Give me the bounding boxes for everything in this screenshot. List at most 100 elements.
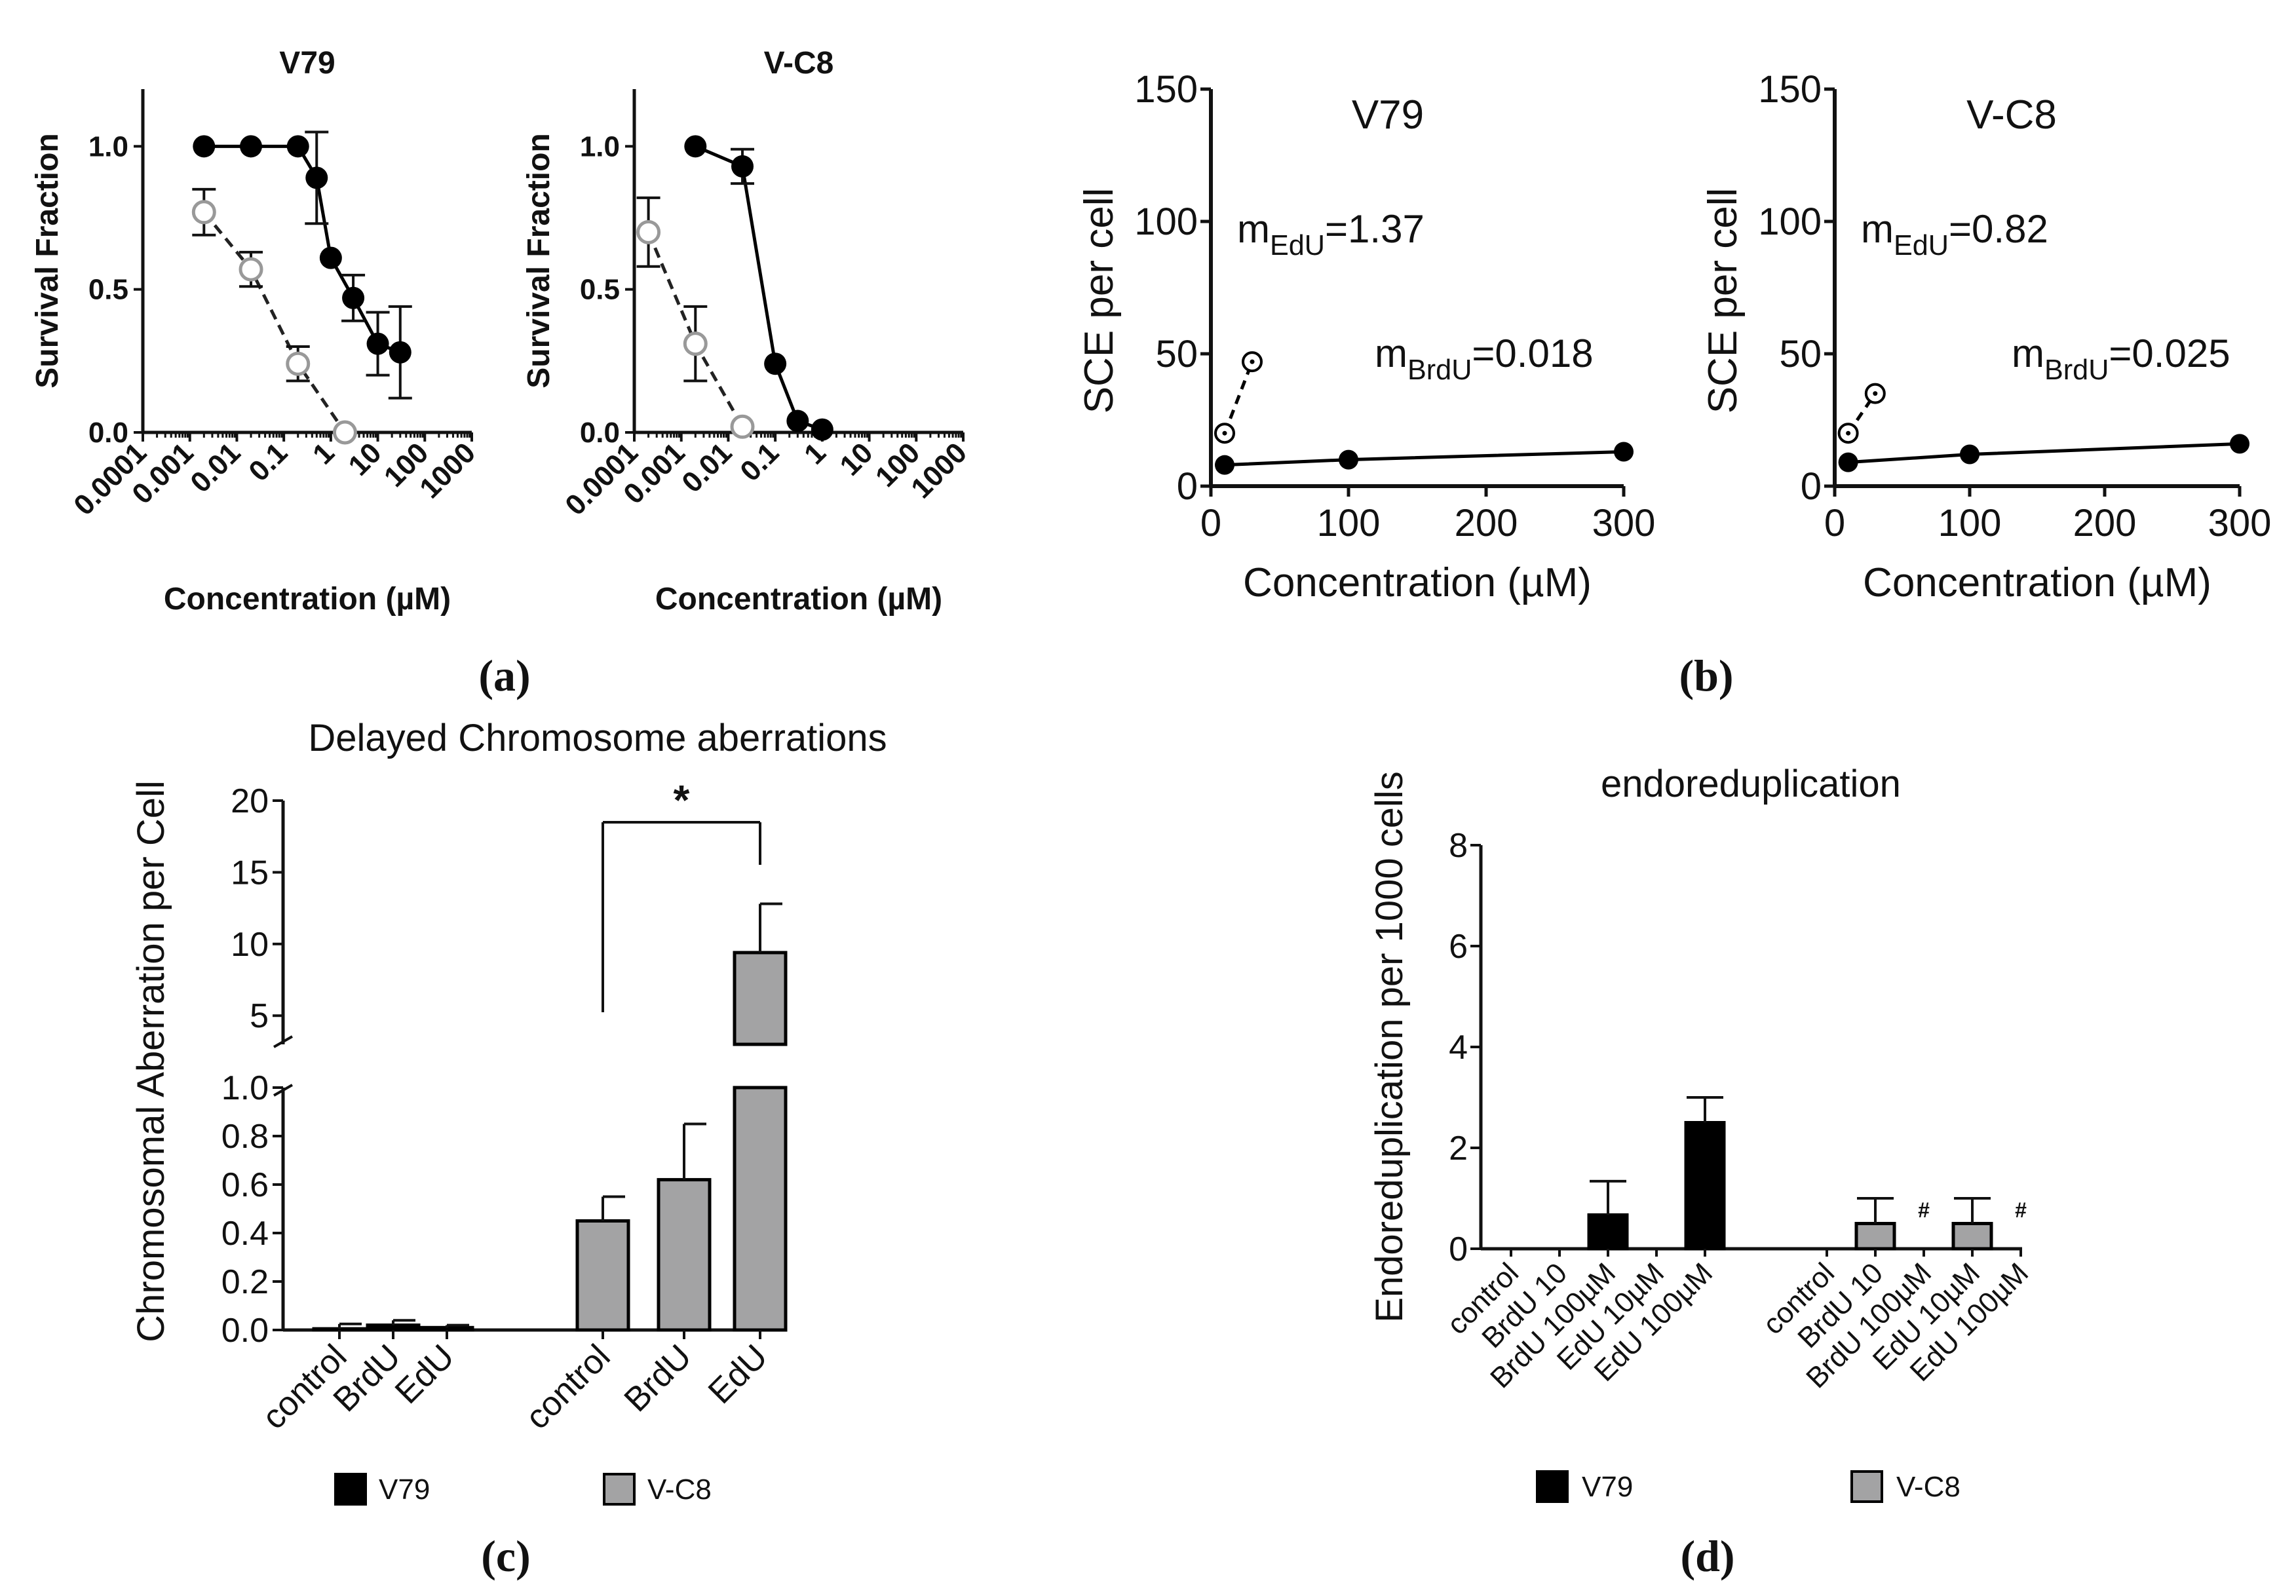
a2-open-point: [683, 332, 708, 356]
b1-BrdU-point: [1215, 455, 1234, 475]
c-y-tick-label: 0.0: [221, 1312, 269, 1350]
b1-y-label: SCE per cell: [1077, 188, 1122, 414]
a1-open-point: [286, 351, 311, 376]
b1-x-tick-label: 300: [1592, 502, 1656, 544]
b1-y-tick-label: 100: [1134, 200, 1198, 243]
b1-BrdU-series-line: [1224, 449, 1624, 467]
d-legend-label: V-C8: [1896, 1471, 1961, 1503]
c-bar-lower: [733, 1086, 788, 1332]
b1-y-tick-label: 50: [1155, 333, 1198, 375]
b1-EdU-point-dot: [1250, 359, 1255, 364]
b2-y-tick-label: 150: [1758, 68, 1822, 111]
a2-x-tick-label: 0.1: [734, 436, 785, 487]
a2-filled-point: [731, 155, 754, 178]
b1-x-tick-label: 100: [1317, 502, 1381, 544]
d-bar-mark: #: [2015, 1198, 2027, 1222]
a1-filled-point: [389, 341, 411, 364]
b1-y-tick-label: 150: [1134, 68, 1198, 111]
c-y-tick-label: 0.8: [221, 1118, 269, 1156]
b1-EdU-series-line: [1223, 361, 1254, 434]
a2-y-tick-label: 0.0: [580, 417, 620, 449]
a2-y-tick-label: 1.0: [580, 130, 620, 162]
c-bar: [312, 1327, 367, 1332]
b2-y-tick-label: 50: [1779, 333, 1822, 375]
a1-y-tick-label: 0.5: [88, 274, 128, 306]
a2-x-tick-label: 0.01: [676, 436, 738, 499]
b1-BrdU-point: [1339, 449, 1358, 470]
b1-x-tick-label: 0: [1200, 502, 1221, 544]
d-y-label: Endoreduplication per 1000 cells: [1368, 771, 1411, 1323]
c-bar-upper: [733, 951, 788, 1046]
c-y-tick-label: 1.0: [221, 1069, 269, 1107]
b2-x-label: Concentration (µM): [1863, 560, 2211, 605]
d-y-tick-label: 2: [1449, 1130, 1468, 1168]
a1-y-label: Survival Fraction: [30, 133, 65, 388]
a1-x-tick-label: 0.01: [184, 436, 246, 499]
a1-open-point: [332, 420, 357, 445]
a1-title: V79: [279, 46, 335, 81]
b1-annotation-brdu: mBrdU=0.018: [1375, 332, 1594, 386]
a2-filled-point: [764, 352, 787, 375]
b1-x-tick-label: 200: [1455, 502, 1518, 544]
b1-x-label: Concentration (µM): [1243, 560, 1592, 605]
b1-BrdU-point: [1614, 442, 1634, 462]
c-bar: [657, 1178, 712, 1332]
b2-EdU-point-dot: [1873, 391, 1878, 396]
a2-x-tick-label: 1000: [905, 436, 973, 504]
c-y-tick-label: 0.4: [221, 1215, 269, 1253]
a1-filled-point: [366, 332, 389, 355]
b2-y-tick-label: 100: [1758, 200, 1822, 243]
c-bar: [575, 1219, 630, 1332]
c-legend-label: V79: [379, 1473, 430, 1506]
d-bar-mark: #: [1918, 1198, 1930, 1222]
a2-y-label: Survival Fraction: [522, 133, 556, 388]
d-y-tick-label: 6: [1449, 928, 1468, 966]
d-bar: [1951, 1222, 1993, 1251]
b2-y-tick-label: 0: [1801, 465, 1822, 508]
b1-annotation-edu: mEdU=1.37: [1237, 207, 1425, 261]
a2-title: V-C8: [764, 46, 834, 81]
a2-x-tick-label: 1: [798, 436, 832, 470]
a2-filled-point: [811, 418, 833, 441]
d-y-tick-label: 0: [1449, 1230, 1468, 1268]
b2-title: V-C8: [1966, 92, 2057, 138]
c-title: Delayed Chromosome aberrations: [308, 717, 887, 759]
a1-open-point: [239, 257, 263, 282]
a1-x-tick-label: 1: [307, 436, 341, 470]
a1-filled-point: [193, 135, 216, 158]
d-bar: [1587, 1213, 1629, 1251]
c-legend-swatch-v79: [334, 1473, 367, 1506]
c-x-tick-label: BrdU: [617, 1337, 699, 1419]
panel-label-d: (d): [1680, 1531, 1734, 1581]
a1-filled-point: [286, 135, 309, 158]
a2-filled-series-line: [695, 145, 823, 431]
panel-label-c: (c): [481, 1531, 530, 1581]
a2-open-point: [636, 219, 661, 244]
a1-open-point: [191, 200, 216, 225]
a1-filled-point: [319, 246, 342, 269]
b2-x-tick-label: 0: [1824, 502, 1845, 544]
a1-x-tick-label: 1000: [413, 436, 482, 504]
d-y-tick-label: 4: [1449, 1029, 1468, 1067]
c-y-tick-label: 10: [231, 926, 269, 964]
c-bar: [366, 1323, 421, 1332]
c-bar: [419, 1325, 474, 1332]
c-y-tick-label: 0.2: [221, 1263, 269, 1301]
a1-filled-point: [305, 166, 328, 189]
c-x-tick-label: EdU: [388, 1337, 462, 1411]
c-axis-break-mark: [273, 1035, 293, 1048]
c-legend-swatch-vc8: [603, 1473, 636, 1506]
b2-annotation-edu: mEdU=0.82: [1861, 207, 2048, 261]
c-axis-break-mark: [273, 1084, 293, 1097]
b2-y-label: SCE per cell: [1700, 188, 1746, 414]
a1-filled-series-line: [204, 144, 401, 354]
panel-label-b: (b): [1679, 651, 1733, 700]
a1-x-label: Concentration (µM): [164, 582, 451, 617]
a2-x-tick-label: 10: [833, 436, 879, 482]
c-y-tick-label: 0.6: [221, 1166, 269, 1204]
b1-title: V79: [1352, 92, 1424, 138]
c-y-tick-label: 20: [231, 782, 269, 820]
d-bar: [1854, 1222, 1896, 1251]
